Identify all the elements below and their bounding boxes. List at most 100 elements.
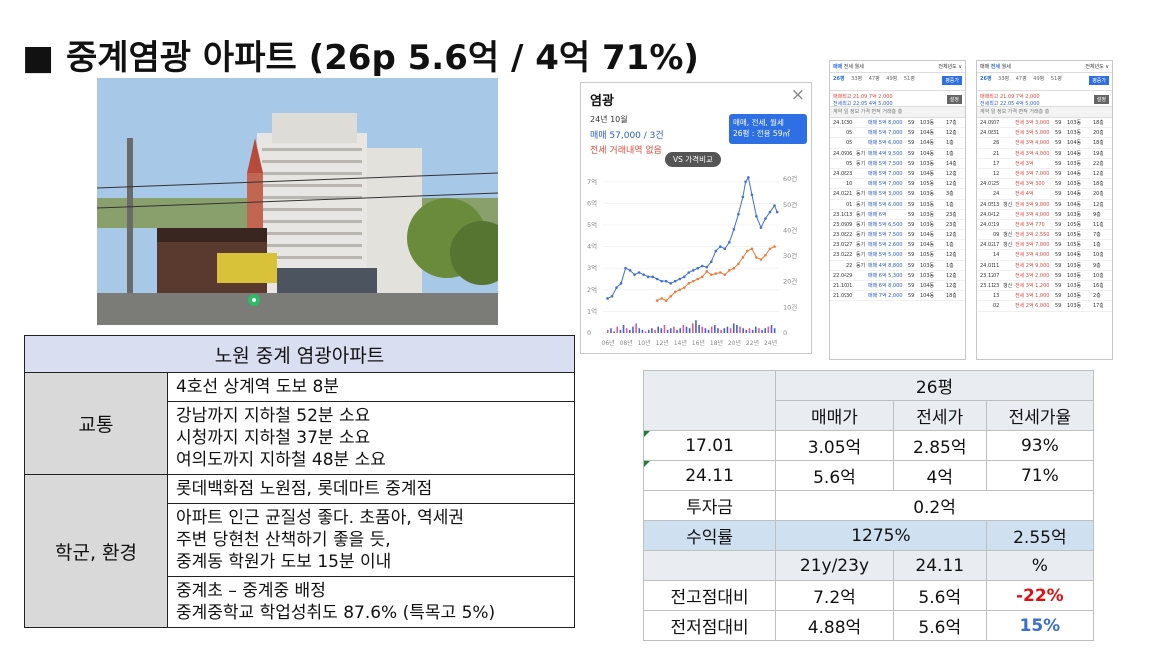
- data-point: [691, 279, 695, 283]
- list-item[interactable]: 05 동기 매매 5억 7,500 59 103동 14층: [830, 159, 965, 169]
- row-building: 103동: [920, 160, 935, 167]
- row-month: 24.07: [980, 181, 993, 188]
- list-item[interactable]: 23.08 22 동기 매매 5억 7,500 59 104동 12층: [830, 230, 965, 241]
- list-item[interactable]: 23.10 13 동기 매매 6억 59 103동 23층: [830, 210, 965, 220]
- size-tab[interactable]: 26평: [980, 76, 992, 82]
- jeonse-list-panel: 매매 전세 월세 전체년도 ∨ 26평 33평 47평 49평 51평 평증가 …: [976, 60, 1113, 360]
- row-info: [1003, 169, 1015, 178]
- size-tab[interactable]: 49평: [886, 76, 898, 82]
- list-item[interactable]: 17 전세 3억 59 103동 22층: [977, 159, 1112, 169]
- list-item[interactable]: 24 전세 4억 59 104동 20층: [977, 189, 1112, 200]
- tab-trade[interactable]: 매매: [980, 64, 990, 70]
- tab-jeonse[interactable]: 전세: [990, 64, 1000, 70]
- list-item[interactable]: 24.02 17 갱신 전세 3억 7,000 59 105동 1층: [977, 240, 1112, 251]
- list-item[interactable]: 24.05 13 갱신 전세 3억 9,000 59 104동 12층: [977, 200, 1112, 210]
- list-item[interactable]: 24.02 21 동기 매매 5억 3,000 59 103동 3층: [830, 189, 965, 200]
- row-price: 전세 3억 5,000: [1015, 130, 1050, 137]
- list-item[interactable]: 24.08 23 매매 5억 7,000 59 104동 12층: [830, 169, 965, 180]
- list-item[interactable]: 23.09 09 동기 매매 5억 6,500 59 103동 23층: [830, 220, 965, 231]
- list-item[interactable]: 22 동기 매매 4억 8,800 59 103동 1층: [830, 261, 965, 271]
- settings-button[interactable]: 설정: [1093, 95, 1109, 104]
- list-item[interactable]: 24.01 11 전세 2억 9,000 59 103동 9층: [977, 261, 1112, 271]
- row-month: [977, 301, 993, 310]
- row-info: [1003, 149, 1015, 158]
- row-area: 59: [1055, 150, 1062, 157]
- row-price: 매매 5억 7,000: [868, 181, 903, 188]
- list-item[interactable]: 24.09 06 동기 매매 4억 9,500 59 104동 1층: [830, 149, 965, 159]
- list-item[interactable]: 24.08 31 전세 3억 5,000 59 103동 20층: [977, 128, 1112, 139]
- size-tab[interactable]: 47평: [868, 76, 880, 82]
- data-point: [660, 297, 663, 300]
- list-item[interactable]: 01 동기 매매 5억 6,000 59 103동 1층: [830, 200, 965, 210]
- sales-list-panel: 매매 전세 월세 전체년도 ∨ 26평 33평 47평 49평 51평 평증가 …: [829, 60, 966, 360]
- list-item[interactable]: 23.11 23 갱신 전세 3억 1,200 59 103동 16층: [977, 281, 1112, 292]
- tab-jeonse[interactable]: 전세: [843, 64, 853, 70]
- compare-button[interactable]: VS 가격비교: [665, 152, 721, 167]
- row-building: 103동: [920, 211, 935, 218]
- row-month: [830, 128, 846, 137]
- row-month: 23.09: [833, 221, 846, 228]
- close-icon[interactable]: ×: [790, 85, 805, 105]
- size-go-button[interactable]: 평증가: [942, 76, 962, 85]
- row-building: 105동: [1067, 232, 1082, 239]
- row-month: [977, 189, 993, 198]
- list-item[interactable]: 26 전세 3억 4,000 59 104동 18층: [977, 138, 1112, 149]
- year-filter[interactable]: 전체년도 ∨: [938, 64, 962, 70]
- list-item[interactable]: 24.09 07 전세 3억 3,000 59 103동 18층: [977, 118, 1112, 129]
- list-item[interactable]: 21.09 30 매매 7억 2,000 59 104동 18층: [830, 291, 965, 302]
- row-day: 14: [993, 252, 1000, 259]
- data-point: [723, 247, 727, 251]
- size-tabs: 26평 33평 47평 49평 51평 평증가: [977, 73, 1112, 91]
- x-tick-label: 24년: [764, 339, 777, 347]
- list-item[interactable]: 10 매매 5억 7,000 59 105동 12층: [830, 179, 965, 190]
- row-info: [1003, 118, 1015, 127]
- row-price: 매매 5억 2,600: [868, 242, 903, 249]
- row-floor: 18층: [1093, 181, 1103, 188]
- list-item[interactable]: 24.04 12 전세 3억 4,000 59 103동 9층: [977, 210, 1112, 220]
- tab-monthly[interactable]: 월세: [854, 64, 864, 70]
- list-item[interactable]: 02 전세 2억 6,000 59 103동 17층: [977, 301, 1112, 312]
- list-item[interactable]: 24.07 25 전세 3억 300 59 103동 18층: [977, 179, 1112, 190]
- size-tab[interactable]: 51평: [903, 76, 915, 82]
- list-item[interactable]: 24.03 19 전세 3억 770 59 105동 11층: [977, 220, 1112, 231]
- list-item[interactable]: 13 전세 3억 1,000 59 103동 2층: [977, 291, 1112, 302]
- row-day: 12: [993, 211, 1000, 218]
- row-floor: 1층: [946, 150, 954, 157]
- row-area: 59: [908, 221, 915, 228]
- settings-button[interactable]: 설정: [946, 95, 962, 104]
- volume-bar: [748, 328, 751, 333]
- list-item[interactable]: 12 전세 3억 7,000 59 104동 12층: [977, 169, 1112, 180]
- list-item[interactable]: 23.02 22 동기 매매 5억 5,000 59 105동 12층: [830, 250, 965, 261]
- row-area: 59: [908, 201, 915, 208]
- list-item[interactable]: 05 매매 5억 6,000 59 104동 1층: [830, 138, 965, 149]
- row-day: 23: [846, 170, 853, 177]
- size-go-button[interactable]: 평증가: [1089, 76, 1109, 85]
- size-tab[interactable]: 33평: [851, 76, 863, 82]
- size-tab[interactable]: 51평: [1050, 76, 1062, 82]
- data-point: [633, 273, 636, 276]
- list-item[interactable]: 21 전세 3억 4,000 59 104동 19층: [977, 149, 1112, 159]
- year-filter[interactable]: 전체년도 ∨: [1085, 64, 1109, 70]
- row-area: 59: [1055, 211, 1062, 218]
- size-tab[interactable]: 49평: [1033, 76, 1045, 82]
- row-month: 22.04: [833, 272, 846, 279]
- list-item[interactable]: 22.04 29 매매 6억 5,300 59 103동 12층: [830, 271, 965, 281]
- list-item[interactable]: 23.07 27 동기 매매 5억 2,600 59 104동 1층: [830, 240, 965, 251]
- chart-filter-chip[interactable]: 매매, 전세, 월세 26평 : 전용 59㎡: [729, 114, 807, 144]
- list-item[interactable]: 05 매매 5억 7,000 59 104동 12층: [830, 128, 965, 139]
- list-item[interactable]: 23.12 07 전세 3억 2,000 59 103동 10층: [977, 271, 1112, 281]
- col-trade: 매매가: [775, 400, 894, 431]
- size-tab[interactable]: 47평: [1015, 76, 1027, 82]
- row-building: 103동: [920, 221, 935, 228]
- list-item[interactable]: 21.10 01 매매 6억 8,000 59 104동 12층: [830, 281, 965, 292]
- size-tab[interactable]: 26평: [833, 76, 845, 82]
- tab-trade[interactable]: 매매: [833, 64, 843, 70]
- size-tab[interactable]: 33평: [998, 76, 1010, 82]
- list-item[interactable]: 09 갱신 전세 3억 2,550 59 105동 7층: [977, 230, 1112, 241]
- list-item[interactable]: 24.10 30 매매 5억 8,000 59 103동 17층: [830, 118, 965, 129]
- summary-trade-max: 매매최고 21.09 7억 2,000: [833, 94, 893, 100]
- list-item[interactable]: 14 전세 3억 4,000 59 104동 10층: [977, 250, 1112, 261]
- row-floor: 17층: [946, 120, 956, 126]
- data-point: [655, 277, 659, 281]
- tab-monthly[interactable]: 월세: [1001, 64, 1011, 70]
